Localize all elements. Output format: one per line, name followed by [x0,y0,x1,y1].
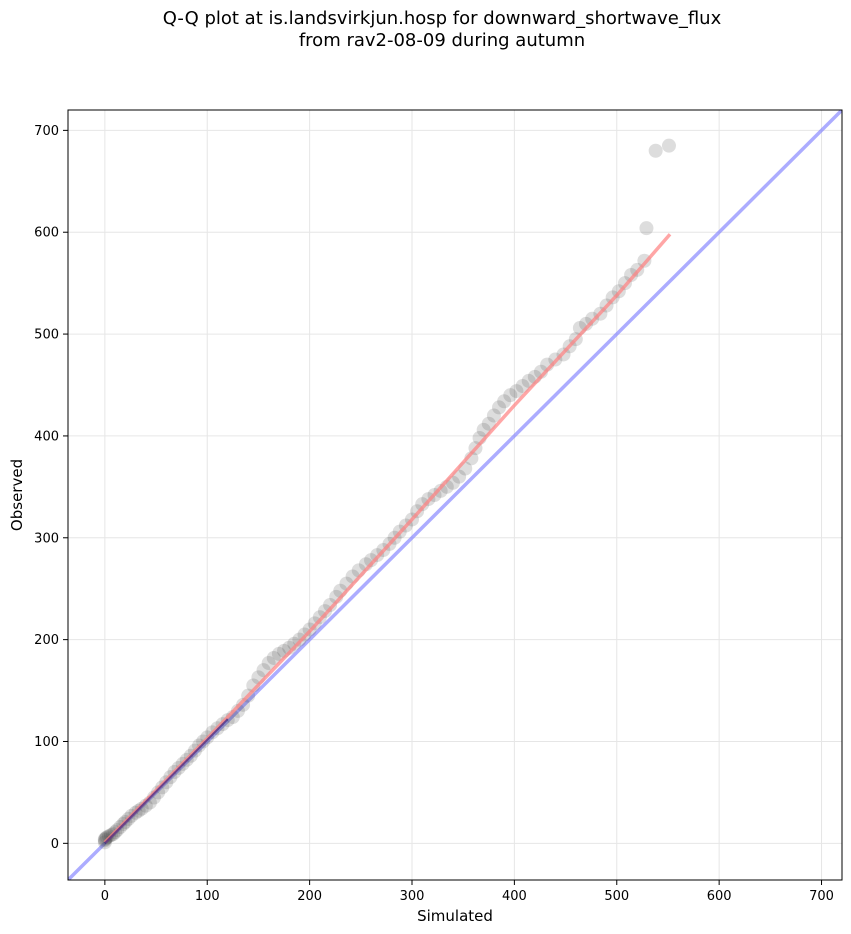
data-point [236,697,251,712]
data-point [509,384,524,399]
grid [68,110,842,880]
x-tick-label: 100 [195,889,220,904]
data-point [415,497,430,512]
data-point [661,138,676,153]
y-tick-label: 400 [34,429,59,444]
y-tick-label: 500 [34,328,59,343]
data-point [515,379,530,394]
x-tick-label: 300 [400,889,425,904]
data-point [287,636,302,651]
data-point [230,703,245,718]
chart-title: Q-Q plot at is.landsvirkjun.hosp for dow… [0,8,851,52]
data-point [131,803,146,818]
chart-title-line-2: from rav2-08-09 during autumn [298,30,586,51]
x-tick-label: 700 [809,889,834,904]
data-point [492,400,507,415]
y-tick-label: 200 [34,633,59,648]
y-tick-label: 0 [51,837,59,852]
y-tick-label: 300 [34,531,59,546]
plot-frame [67,109,843,881]
data-point [481,416,496,431]
data-point [497,394,512,409]
x-tick-label: 600 [707,889,732,904]
data-point [364,553,379,568]
data-point [261,656,276,671]
x-tick-label: 500 [604,889,629,904]
data-point [585,311,600,326]
x-axis-label: Simulated [417,907,493,925]
chart-title-line-1: Q-Q plot at is.landsvirkjun.hosp for dow… [162,8,722,29]
data-point [97,832,112,847]
y-tick-label: 100 [34,735,59,750]
data-point [624,268,639,282]
axis-ticks: 0 100 200 300 400 500 600 700 0 100 200 300 400 500 60… [34,124,834,904]
y-tick-label: 600 [34,226,59,241]
x-tick-label: 400 [502,889,527,904]
data-point [323,598,338,612]
data-point [433,483,448,498]
data-point [151,785,166,800]
x-tick-label: 0 [101,889,109,904]
y-tick-label: 700 [34,124,59,139]
data-point [503,388,518,403]
data-point [99,830,114,845]
reference-lines [68,110,842,880]
data-point [155,780,170,795]
data-point [266,650,281,665]
x-tick-label: 200 [297,889,322,904]
data-point [312,610,327,625]
data-point [98,831,113,846]
data-point [134,801,149,816]
data-point [639,221,654,236]
data-point [579,316,594,331]
low-segment-line [104,718,229,845]
data-point [317,604,332,619]
identity-line [68,110,842,880]
data-point [648,143,663,158]
data-point [486,408,501,423]
data-points [97,138,676,850]
fit-lines [103,233,672,845]
y-axis-label: Observed [8,459,26,531]
